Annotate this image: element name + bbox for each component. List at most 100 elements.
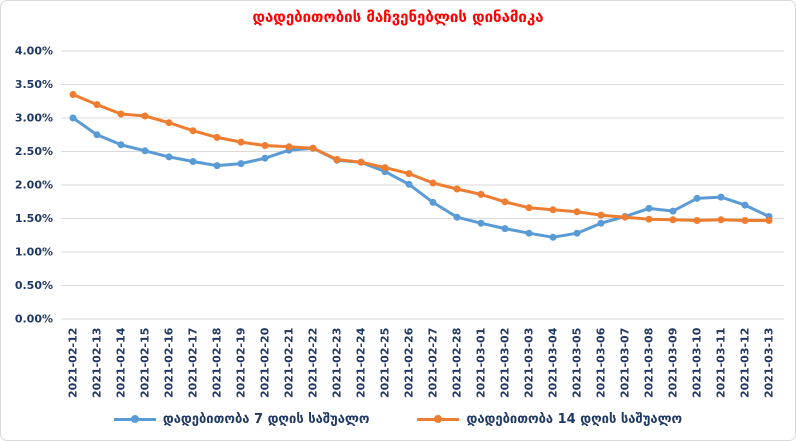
legend-line-marker-14day-icon — [417, 415, 460, 423]
series-point-0 — [93, 131, 101, 139]
y-axis-label: 3.00% — [15, 112, 53, 125]
legend-label-7day: დადებითობა 7 დღის საშუალო — [162, 411, 370, 427]
series-point-0 — [573, 229, 581, 237]
series-point-0 — [405, 180, 413, 188]
x-axis-label: 2021-02-22 — [307, 328, 320, 398]
series-point-1 — [597, 211, 605, 219]
series-point-1 — [189, 127, 197, 135]
series-point-1 — [357, 158, 365, 166]
series-point-1 — [213, 133, 221, 141]
series-point-1 — [549, 206, 557, 214]
chart-legend: დადებითობა 7 დღის საშუალო დადებითობა 14 … — [1, 405, 795, 433]
series-point-0 — [165, 153, 173, 161]
x-axis-label: 2021-03-10 — [691, 327, 704, 398]
series-line-1 — [71, 93, 771, 222]
series-point-1 — [693, 217, 701, 224]
y-axis-label: 3.50% — [15, 78, 53, 91]
legend-item-14day: დადებითობა 14 დღის საშუალო — [417, 412, 682, 427]
y-axis-label: 2.00% — [15, 179, 53, 192]
x-axis-label: 2021-03-04 — [547, 327, 560, 398]
x-axis-label: 2021-02-21 — [283, 328, 296, 398]
chart-title: დადებითობის მაჩვენებლის დინამიკა — [252, 8, 544, 26]
series-point-1 — [237, 138, 245, 146]
series-point-0 — [477, 219, 485, 227]
x-axis-label: 2021-02-28 — [451, 328, 464, 398]
series-point-0 — [525, 229, 533, 237]
y-axis-label: 1.00% — [15, 246, 53, 259]
x-axis-label: 2021-03-05 — [571, 328, 584, 398]
series-point-0 — [741, 201, 749, 209]
x-axis-label: 2021-03-06 — [595, 327, 608, 398]
x-axis-label: 2021-02-20 — [259, 327, 272, 398]
x-axis-label: 2021-03-03 — [523, 328, 536, 398]
x-axis-label: 2021-02-14 — [115, 327, 128, 398]
series-point-0 — [645, 204, 653, 212]
x-axis-label: 2021-03-09 — [667, 328, 680, 398]
x-axis-label: 2021-02-15 — [139, 328, 152, 398]
series-point-1 — [525, 204, 533, 212]
legend-item-7day: დადებითობა 7 დღის საშუალო — [113, 411, 370, 427]
x-axis-label: 2021-03-01 — [475, 328, 488, 398]
series-point-1 — [333, 156, 341, 163]
series-point-0 — [453, 213, 461, 221]
x-axis-label: 2021-02-27 — [427, 328, 440, 398]
series-point-1 — [405, 170, 413, 178]
series-point-1 — [501, 198, 509, 206]
legend-dot-marker-7day-icon — [130, 415, 139, 423]
y-axis-label: 4.00% — [15, 45, 53, 58]
series-point-0 — [261, 154, 269, 162]
x-axis-label: 2021-02-17 — [187, 328, 200, 398]
series-point-0 — [717, 193, 725, 201]
series-point-1 — [117, 110, 125, 118]
series-line-0 — [71, 116, 771, 239]
x-axis-label: 2021-03-11 — [715, 328, 728, 398]
y-axis-label: 0.00% — [15, 313, 53, 326]
legend-label-14day: დადებითობა 14 დღის საშუალო — [466, 411, 683, 427]
series-point-1 — [381, 164, 389, 172]
series-point-1 — [453, 185, 461, 193]
x-axis-label: 2021-03-02 — [499, 328, 512, 398]
x-axis-label: 2021-03-07 — [619, 328, 632, 398]
series-point-1 — [69, 91, 77, 98]
x-axis-label: 2021-02-25 — [379, 328, 392, 398]
series-point-1 — [165, 119, 173, 127]
x-axis-label: 2021-03-13 — [763, 328, 776, 398]
x-axis-label: 2021-02-26 — [403, 327, 416, 398]
series-point-1 — [285, 143, 293, 151]
series-point-1 — [717, 216, 725, 224]
series-point-1 — [765, 217, 773, 224]
legend-dot-marker-14day-icon — [434, 415, 443, 423]
series-point-1 — [261, 142, 269, 149]
x-axis-label: 2021-02-13 — [91, 328, 104, 398]
series-point-1 — [669, 216, 677, 224]
series-point-0 — [237, 160, 245, 168]
y-axis-label: 1.50% — [15, 212, 53, 225]
series-point-1 — [477, 190, 485, 198]
series-point-0 — [549, 233, 557, 241]
x-axis-label: 2021-02-24 — [355, 327, 368, 398]
series-point-0 — [501, 225, 509, 233]
x-axis-label: 2021-03-12 — [739, 328, 752, 398]
x-axis-label: 2021-02-23 — [331, 328, 344, 398]
series-point-0 — [669, 207, 677, 215]
y-axis-label: 0.50% — [15, 279, 53, 292]
series-point-0 — [141, 147, 149, 155]
series-point-1 — [309, 144, 317, 152]
series-point-1 — [141, 112, 149, 120]
series-point-0 — [189, 158, 197, 165]
x-axis-label: 2021-02-16 — [163, 327, 176, 398]
x-axis-label: 2021-02-19 — [235, 328, 248, 398]
series-point-1 — [741, 217, 749, 224]
series-point-1 — [621, 213, 629, 221]
series-point-1 — [429, 179, 437, 187]
x-axis-label: 2021-03-08 — [643, 328, 656, 398]
legend-line-marker-7day-icon — [113, 415, 156, 423]
series-point-0 — [213, 162, 221, 170]
x-axis-label: 2021-02-12 — [67, 328, 80, 398]
series-point-1 — [93, 101, 101, 109]
series-point-0 — [693, 194, 701, 202]
y-axis-label: 2.50% — [15, 145, 53, 158]
series-point-1 — [573, 208, 581, 216]
